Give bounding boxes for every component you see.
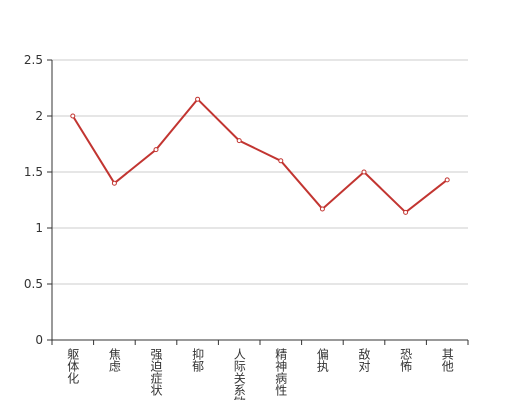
x-tick-label: 人际关系敏感 [232,348,246,400]
x-tick-label: 敌对 [357,347,371,372]
y-tick-label: 1 [35,221,43,235]
x-tick-label: 精神病性 [274,348,288,397]
x-tick-label: 偏执 [315,347,329,373]
point [153,147,159,153]
point [278,158,284,164]
y-tick-label: 0 [35,333,43,347]
x-tick-label: 恐怖 [399,348,413,372]
point [111,180,117,186]
y-tick-label: 1.5 [24,165,43,179]
point [361,169,367,175]
x-tick-label: 躯体化 [66,347,80,385]
y-tick-label: 2.5 [24,53,43,67]
y-tick-label: 2 [35,109,43,123]
x-tick-label: 其他 [440,348,454,372]
point [236,138,242,144]
x-tick-label: 强迫症状 [149,348,163,396]
x-tick-label: 抑郁 [191,347,205,373]
point [195,96,201,102]
line [71,97,448,214]
y-tick-label: 0.5 [24,277,43,291]
point [403,209,409,215]
point [319,206,325,212]
point [444,177,450,183]
x-tick-label: 焦虑 [107,348,121,372]
point [70,113,76,119]
